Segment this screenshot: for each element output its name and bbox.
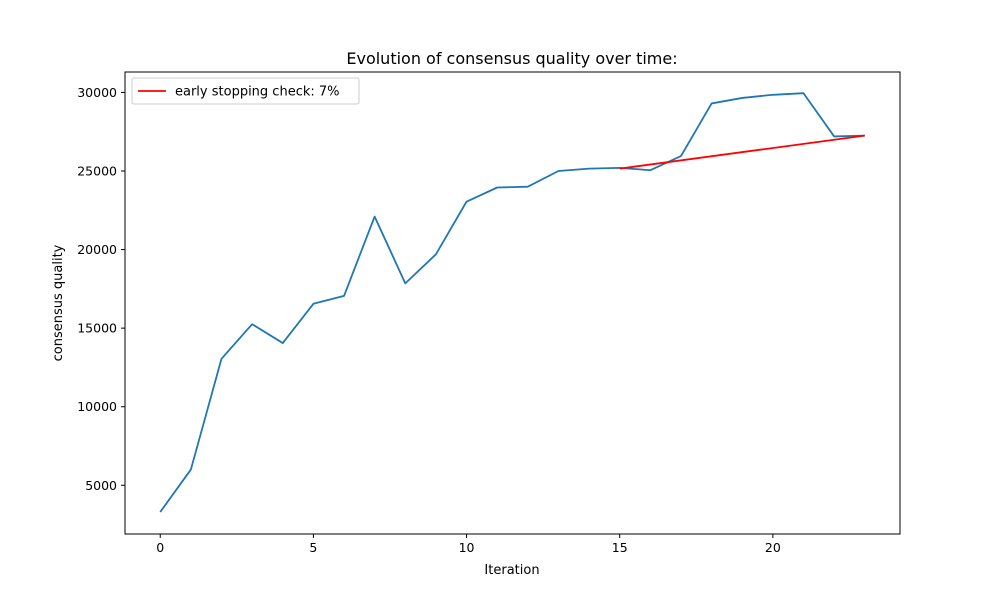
axes-frame xyxy=(124,71,901,535)
y-tick-label: 10000 xyxy=(77,399,117,414)
y-tick-label: 20000 xyxy=(77,242,117,257)
plot-area xyxy=(159,92,865,513)
x-tick-label: 10 xyxy=(459,540,475,555)
chart-title: Evolution of consensus quality over time… xyxy=(346,49,677,68)
legend: early stopping check: 7% xyxy=(131,77,360,105)
x-tick-label: 0 xyxy=(156,540,164,555)
x-tick-label: 5 xyxy=(309,540,317,555)
series-line-1 xyxy=(619,134,865,170)
y-tick-label: 5000 xyxy=(85,478,117,493)
x-axis: 0 5 10 15 20 xyxy=(156,534,781,555)
y-tick-label: 15000 xyxy=(77,321,117,336)
x-axis-label: Iteration xyxy=(484,563,539,578)
x-tick-label: 15 xyxy=(612,540,628,555)
legend-label: early stopping check: 7% xyxy=(175,85,340,100)
y-tick-label: 30000 xyxy=(77,85,117,100)
legend-box xyxy=(131,77,360,105)
series-line-0 xyxy=(159,92,865,513)
x-tick-label: 20 xyxy=(765,540,781,555)
y-axis-label: consensus quality xyxy=(51,244,66,361)
y-axis: 5000 10000 15000 20000 25000 30000 xyxy=(77,85,125,493)
y-tick-label: 25000 xyxy=(77,164,117,179)
